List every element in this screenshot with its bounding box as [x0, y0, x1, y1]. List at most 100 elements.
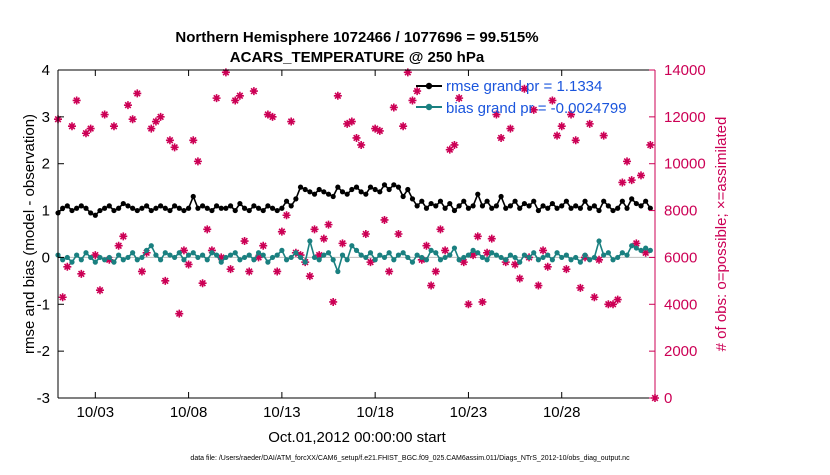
obs-count-point — [333, 91, 342, 100]
obs-count-point — [109, 122, 118, 131]
rmse-series-point — [437, 198, 444, 204]
rmse-series-point — [601, 198, 607, 204]
rmse-series-point — [274, 207, 280, 214]
bias-series-point — [535, 257, 541, 263]
rmse-series-point — [64, 203, 70, 209]
bias-series-point — [437, 257, 444, 263]
rmse-series-point — [559, 203, 565, 209]
legend-bias-label: bias grand pr = -0.0024799 — [446, 100, 627, 117]
bias-series-point — [181, 257, 187, 263]
bias-series-point — [167, 252, 173, 258]
rmse-series-point — [610, 207, 616, 214]
bias-series-point — [241, 254, 248, 261]
obs-count-point — [567, 110, 576, 119]
rmse-series-point — [465, 205, 472, 211]
rmse-series-point — [88, 210, 94, 216]
bias-series-point — [321, 252, 327, 258]
rmse-series-point — [204, 205, 210, 211]
rmse-series-point — [489, 205, 495, 211]
obs-count-point — [361, 230, 370, 238]
obs-count-point — [459, 258, 468, 267]
bias-series-point — [400, 250, 406, 256]
rmse-series-point — [102, 205, 108, 211]
obs-count-point — [422, 241, 431, 250]
obs-count-point — [557, 122, 566, 131]
obs-count-point — [590, 293, 599, 302]
bias-series-point — [540, 254, 546, 261]
bias-series-point — [489, 250, 495, 256]
obs-count-point — [315, 251, 324, 260]
obs-count-point — [469, 251, 478, 260]
bias-series-point — [633, 245, 639, 251]
obs-count-point — [641, 248, 650, 257]
rmse-series-point — [395, 184, 402, 190]
x-tick-label: 10/03 — [77, 404, 115, 421]
obs-count-point — [226, 265, 235, 274]
rmse-series-point — [325, 191, 332, 197]
rmse-series-point — [321, 189, 327, 195]
bias-series-point — [507, 252, 514, 258]
bias-series-point — [475, 250, 481, 256]
obs-count-point — [235, 91, 244, 100]
rmse-series-point — [587, 205, 593, 211]
bias-series-point — [647, 247, 653, 253]
obs-count-point — [58, 293, 67, 302]
bias-series-point — [232, 250, 238, 256]
obs-count-point — [156, 112, 165, 121]
rmse-series-point — [381, 182, 388, 188]
rmse-series-point — [643, 198, 649, 204]
rmse-series-point — [447, 200, 453, 207]
obs-count-point — [240, 237, 249, 246]
bias-series-point — [409, 259, 416, 265]
rmse-series-point — [442, 205, 448, 211]
bias-series-point — [237, 257, 243, 263]
bias-series-point — [349, 243, 355, 249]
rmse-series-point — [414, 203, 420, 209]
obs-count-point — [165, 136, 174, 145]
rmse-series-point — [629, 196, 635, 202]
bias-series-point — [251, 257, 257, 263]
rmse-series-point — [596, 207, 602, 214]
bias-series-point — [405, 254, 411, 261]
obs-count-point — [389, 103, 398, 112]
bias-series-point — [568, 257, 574, 263]
bias-series-point — [573, 254, 579, 261]
obs-count-point — [259, 241, 268, 250]
bias-series-point — [120, 257, 126, 263]
obs-count-point — [492, 110, 501, 119]
bias-series-point — [601, 252, 607, 258]
obs-count-point — [441, 246, 450, 255]
data-file-footer: data file: /Users/raeder/DAI/ATM_forcXX/… — [190, 455, 630, 462]
obs-count-point — [193, 157, 202, 166]
bias-series-point — [353, 247, 360, 253]
obs-count-point — [455, 94, 464, 103]
rmse-series-point — [498, 193, 504, 200]
rmse-series-point — [433, 203, 439, 209]
obs-count-point — [277, 227, 286, 236]
obs-count-point — [511, 260, 520, 269]
rmse-series-point — [172, 203, 178, 209]
y-left-tick-label: -1 — [37, 296, 50, 313]
bias-series-point — [503, 257, 509, 263]
obs-count-point — [618, 178, 627, 187]
bias-series-point — [386, 250, 392, 256]
rmse-series-point — [120, 200, 126, 207]
obs-count-point — [380, 215, 389, 224]
rmse-series-point — [540, 203, 546, 209]
y-left-tick-label: 4 — [42, 62, 50, 79]
rmse-series-point — [633, 200, 639, 207]
obs-count-point — [506, 124, 515, 133]
obs-count-point — [627, 176, 636, 185]
rmse-series-point — [503, 205, 509, 211]
bias-series-point — [335, 268, 341, 275]
rmse-series-point — [582, 198, 588, 204]
rmse-series-point — [199, 203, 206, 209]
rmse-series-point — [470, 203, 476, 209]
rmse-series-point — [358, 189, 364, 195]
bias-series-point — [102, 257, 108, 263]
rmse-series-point — [269, 205, 276, 211]
obs-count-point — [595, 255, 604, 264]
chart-title-line1: Northern Hemisphere 1072466 / 1077696 = … — [175, 29, 538, 46]
bias-series-point — [330, 257, 336, 263]
obs-count-point — [548, 96, 557, 105]
